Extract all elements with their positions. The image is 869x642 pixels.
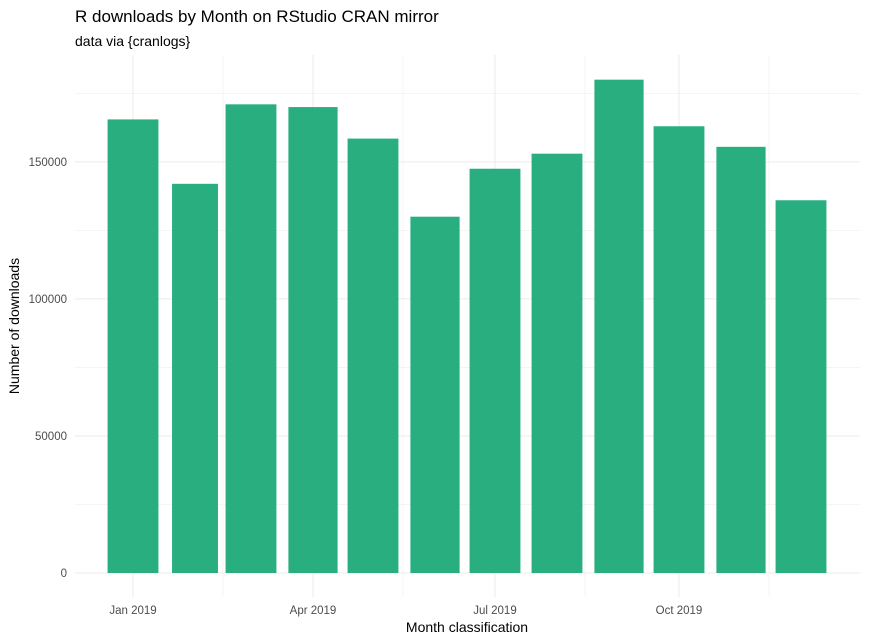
bar xyxy=(107,119,159,573)
bar xyxy=(531,153,583,573)
bar xyxy=(469,168,521,574)
x-tick-label: Apr 2019 xyxy=(290,605,337,617)
x-tick-label: Oct 2019 xyxy=(656,605,703,617)
bar xyxy=(594,79,644,574)
bar xyxy=(347,138,399,573)
bar xyxy=(288,107,338,574)
y-axis-ticks: 0 50000 100000 150000 xyxy=(29,157,67,580)
bars xyxy=(107,79,827,574)
bar xyxy=(410,216,460,573)
bar xyxy=(172,183,218,573)
bar xyxy=(225,104,277,573)
y-tick-label: 150000 xyxy=(29,157,67,169)
y-axis-title: Number of downloads xyxy=(6,258,22,394)
bar xyxy=(716,146,766,573)
x-axis-title: Month classification xyxy=(406,619,528,635)
x-tick-label: Jan 2019 xyxy=(109,605,156,617)
chart-subtitle: data via {cranlogs} xyxy=(75,33,191,49)
x-axis-ticks: Jan 2019 Apr 2019 Jul 2019 Oct 2019 xyxy=(109,605,702,617)
y-tick-label: 0 xyxy=(61,568,67,580)
y-tick-label: 50000 xyxy=(35,431,67,443)
bar xyxy=(653,126,705,573)
x-tick-label: Jul 2019 xyxy=(473,605,516,617)
chart-title: R downloads by Month on RStudio CRAN mir… xyxy=(75,7,439,26)
bar xyxy=(775,200,827,573)
y-tick-label: 100000 xyxy=(29,294,67,306)
